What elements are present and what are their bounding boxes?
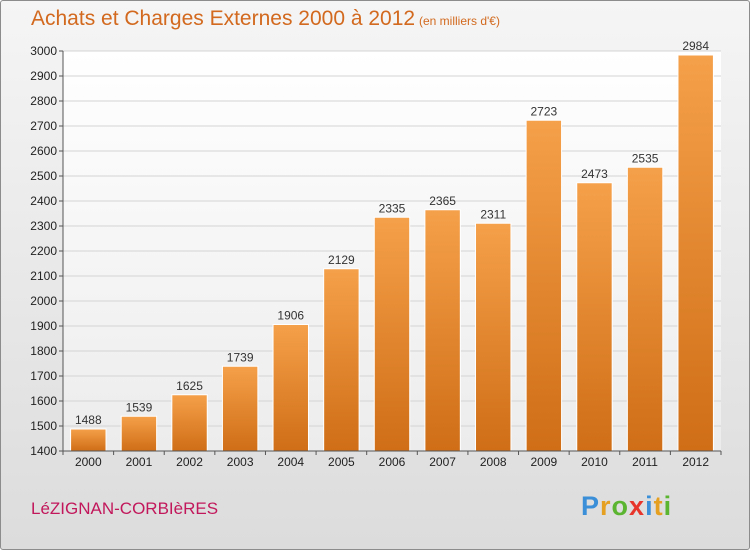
logo-letter: t: [653, 491, 664, 521]
y-tick-label: 3000: [30, 44, 57, 58]
y-tick-label: 1600: [30, 394, 57, 408]
bar: [120, 415, 158, 452]
bar: [171, 394, 208, 452]
logo-letter: i: [645, 491, 654, 521]
bar-value-label: 2984: [682, 39, 709, 53]
y-axis: 1400 1500 1600 1700 1800 1900 2000 2100 2200 2300…: [30, 44, 64, 458]
y-tick-label: 1500: [30, 419, 57, 433]
y-tick-label: 2700: [30, 119, 57, 133]
y-tick-label: 1700: [30, 369, 57, 383]
bar-value-label: 2129: [328, 253, 355, 267]
x-tick-label: 2004: [277, 455, 304, 469]
bar: [475, 222, 512, 452]
y-tick-label: 2600: [30, 144, 57, 158]
bar-value-label: 1625: [176, 379, 203, 393]
bar: [424, 209, 461, 452]
y-tick-label: 2900: [30, 69, 57, 83]
y-tick-label: 1400: [30, 444, 57, 458]
bar: [626, 166, 664, 452]
data-labels: 1488 1539 1625 1739 1906 2129 2335 2365 2311 2723…: [75, 39, 709, 427]
logo-letter: P: [581, 491, 601, 521]
bar: [525, 119, 563, 452]
x-tick-label: 2010: [581, 455, 608, 469]
y-tick-label: 2800: [30, 94, 57, 108]
logo-letter: x: [629, 491, 646, 521]
bar: [576, 182, 613, 452]
bar: [221, 365, 259, 452]
x-tick-label: 2000: [75, 455, 102, 469]
bar-chart: 1400 1500 1600 1700 1800 1900 2000 2100 2200 2300…: [30, 39, 722, 469]
x-tick-label: 2005: [328, 455, 355, 469]
chart-title: Achats et Charges Externes 2000 à 2012: [31, 7, 416, 30]
location-name: LéZIGNAN-CORBIèRES: [31, 499, 219, 518]
bar-value-label: 2365: [429, 194, 456, 208]
bar: [677, 54, 714, 452]
bar: [373, 216, 411, 452]
bar: [70, 428, 107, 452]
bar-value-label: 1906: [277, 309, 304, 323]
y-tick-label: 2200: [30, 244, 57, 258]
x-tick-label: 2001: [126, 455, 153, 469]
logo-letter: o: [611, 491, 630, 521]
bar-value-label: 2335: [379, 201, 406, 215]
bar-value-label: 1539: [126, 400, 153, 414]
x-tick-label: 2009: [530, 455, 557, 469]
bar: [272, 324, 309, 452]
bar-value-label: 2723: [530, 104, 557, 118]
y-tick-label: 1800: [30, 344, 57, 358]
logo-letter: i: [663, 491, 673, 521]
bar: [323, 268, 360, 452]
y-tick-label: 2400: [30, 194, 57, 208]
y-tick-label: 2000: [30, 294, 57, 308]
bar-value-label: 1488: [75, 413, 102, 427]
y-tick-label: 1900: [30, 319, 57, 333]
bar-value-label: 2473: [581, 167, 608, 181]
logo-letter: r: [600, 491, 612, 521]
x-tick-label: 2007: [429, 455, 456, 469]
x-tick-label: 2003: [227, 455, 254, 469]
chart-subtitle: (en milliers d'€): [419, 14, 500, 28]
x-tick-label: 2011: [632, 455, 658, 469]
y-tick-label: 2100: [30, 269, 57, 283]
x-axis: 2000 2001 2002 2003 2004 2005 2006 2007 2008 2009…: [62, 450, 722, 469]
proxiti-logo: Proxiti: [581, 491, 672, 522]
x-tick-label: 2008: [480, 455, 507, 469]
bar-value-label: 2535: [632, 151, 659, 165]
x-tick-label: 2012: [682, 455, 709, 469]
bar-value-label: 1739: [227, 350, 254, 364]
bar-value-label: 2311: [480, 207, 506, 221]
y-tick-label: 2300: [30, 219, 57, 233]
x-tick-label: 2002: [176, 455, 203, 469]
y-tick-label: 2500: [30, 169, 57, 183]
x-tick-label: 2006: [379, 455, 406, 469]
